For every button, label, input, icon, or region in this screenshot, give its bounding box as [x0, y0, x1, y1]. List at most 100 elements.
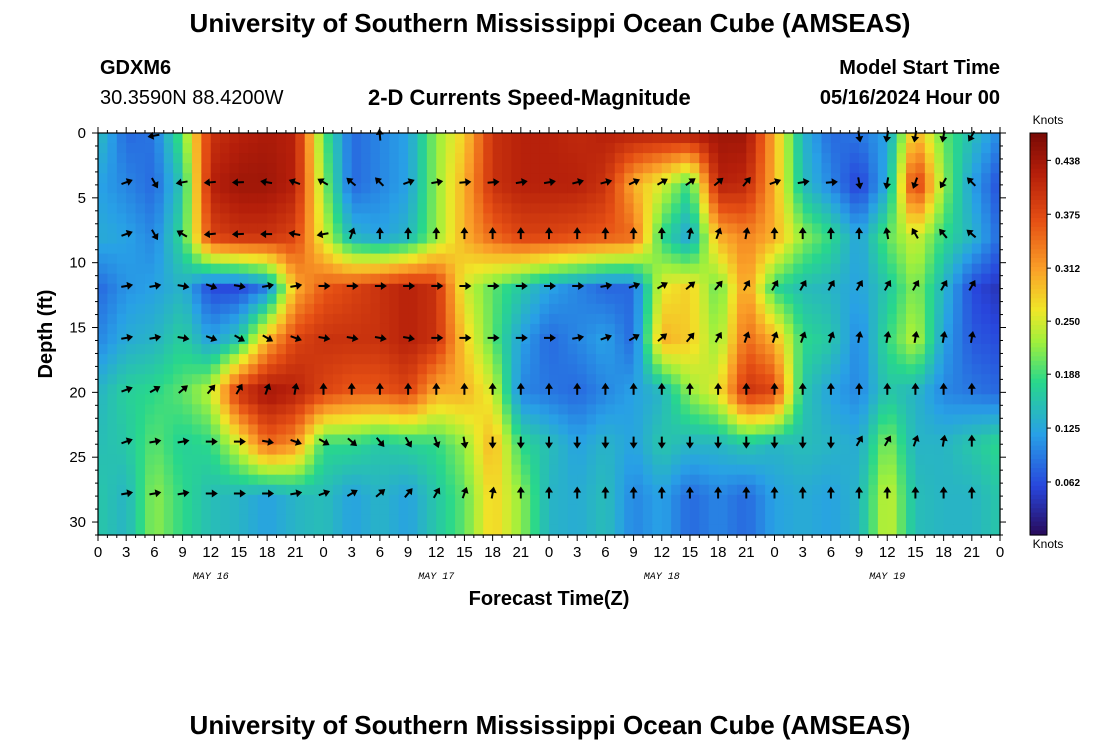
- heatmap-cell: [332, 183, 343, 194]
- heatmap-cell: [229, 183, 240, 194]
- heatmap-cell: [652, 504, 663, 516]
- heatmap-cell: [671, 454, 682, 466]
- heatmap-cell: [116, 394, 127, 405]
- heatmap-cell: [821, 424, 832, 436]
- heatmap-cell: [567, 183, 578, 194]
- heatmap-cell: [417, 273, 428, 285]
- heatmap-cell: [793, 163, 804, 174]
- heatmap-cell: [868, 474, 879, 486]
- heatmap-cell: [812, 414, 823, 426]
- arrow-head: [633, 281, 641, 290]
- heatmap-cell: [755, 133, 766, 144]
- heatmap-cell: [765, 374, 776, 385]
- heatmap-cell: [680, 183, 691, 194]
- heatmap-cell: [408, 414, 419, 426]
- heatmap-cell: [285, 273, 296, 285]
- heatmap-cell: [736, 313, 747, 325]
- heatmap-cell: [924, 183, 935, 194]
- heatmap-cell: [652, 354, 663, 365]
- heatmap-cell: [173, 183, 184, 194]
- heatmap-cell: [943, 344, 954, 355]
- heatmap-cell: [849, 153, 860, 164]
- heatmap-cell: [408, 233, 419, 245]
- heatmap-cell: [953, 354, 964, 365]
- heatmap-cell: [802, 243, 813, 255]
- heatmap-cell: [417, 404, 428, 415]
- current-arrow: [431, 178, 444, 187]
- heatmap-cell: [642, 323, 653, 335]
- heatmap-cell: [802, 173, 813, 184]
- heatmap-cell: [577, 163, 588, 174]
- heatmap-cell: [98, 293, 108, 305]
- colorbar-tick-label: 0.125: [1055, 424, 1080, 435]
- heatmap-cell: [793, 233, 804, 245]
- heatmap-cell: [971, 454, 982, 466]
- heatmap-cell: [530, 193, 541, 204]
- heatmap-cell: [210, 454, 221, 466]
- heatmap-cell: [718, 143, 729, 154]
- current-arrow: [233, 282, 246, 291]
- heatmap-cell: [323, 454, 334, 466]
- heatmap-cell: [595, 143, 606, 154]
- heatmap-cell: [455, 344, 466, 355]
- current-arrow: [883, 486, 892, 499]
- arrow-head: [573, 486, 582, 493]
- heatmap-cell: [765, 143, 776, 154]
- heatmap-cell: [783, 424, 794, 436]
- heatmap-cell: [896, 484, 907, 496]
- current-arrow: [347, 382, 356, 395]
- heatmap-cell: [962, 454, 973, 466]
- heatmap-cell: [746, 524, 757, 536]
- heatmap-cell: [135, 153, 146, 164]
- heatmap-cell: [577, 143, 588, 154]
- arrow-head: [743, 176, 751, 185]
- heatmap-cell: [962, 374, 973, 385]
- heatmap-cell: [783, 474, 794, 486]
- arrow-head: [405, 488, 413, 496]
- heatmap-cell: [633, 263, 644, 275]
- arrow-head: [350, 489, 358, 497]
- heatmap-cell: [295, 414, 306, 426]
- arrow-head: [322, 438, 330, 446]
- heatmap-cell: [849, 364, 860, 375]
- heatmap-cell: [614, 484, 625, 496]
- heatmap-cell: [295, 203, 306, 214]
- heatmap-cell: [473, 293, 484, 305]
- heatmap-cell: [530, 163, 541, 174]
- heatmap-cell: [887, 464, 898, 476]
- heatmap-cell: [868, 223, 879, 235]
- heatmap-cell: [389, 303, 400, 315]
- heatmap-cell: [868, 263, 879, 275]
- heatmap-cell: [408, 524, 419, 536]
- heatmap-cell: [182, 263, 193, 275]
- heatmap-cell: [783, 494, 794, 506]
- colorbar-segment: [1030, 432, 1047, 438]
- heatmap-cell: [182, 524, 193, 536]
- heatmap-cell: [859, 153, 870, 164]
- arrow-head: [799, 279, 807, 288]
- heatmap-cell: [417, 424, 428, 436]
- heatmap-cell: [567, 394, 578, 405]
- heatmap-cell: [962, 213, 973, 225]
- heatmap-cell: [793, 344, 804, 355]
- heatmap-cell: [859, 143, 870, 154]
- heatmap-cell: [445, 313, 456, 325]
- heatmap-cell: [812, 344, 823, 355]
- heatmap-cell: [924, 524, 935, 536]
- heatmap-cell: [464, 193, 475, 204]
- heatmap-cell: [765, 424, 776, 436]
- arrow-head: [939, 486, 948, 493]
- heatmap-cell: [445, 273, 456, 285]
- current-arrow: [573, 227, 582, 240]
- heatmap-cell: [642, 384, 653, 395]
- heatmap-cell: [473, 193, 484, 204]
- heatmap-cell: [765, 434, 776, 446]
- current-arrow: [403, 178, 415, 186]
- heatmap-cell: [755, 303, 766, 315]
- heatmap-cell: [473, 273, 484, 285]
- arrow-head: [432, 441, 441, 449]
- current-arrow: [149, 333, 162, 342]
- heatmap-cell: [699, 484, 710, 496]
- heatmap-cell: [210, 213, 221, 225]
- heatmap-cell: [248, 394, 259, 405]
